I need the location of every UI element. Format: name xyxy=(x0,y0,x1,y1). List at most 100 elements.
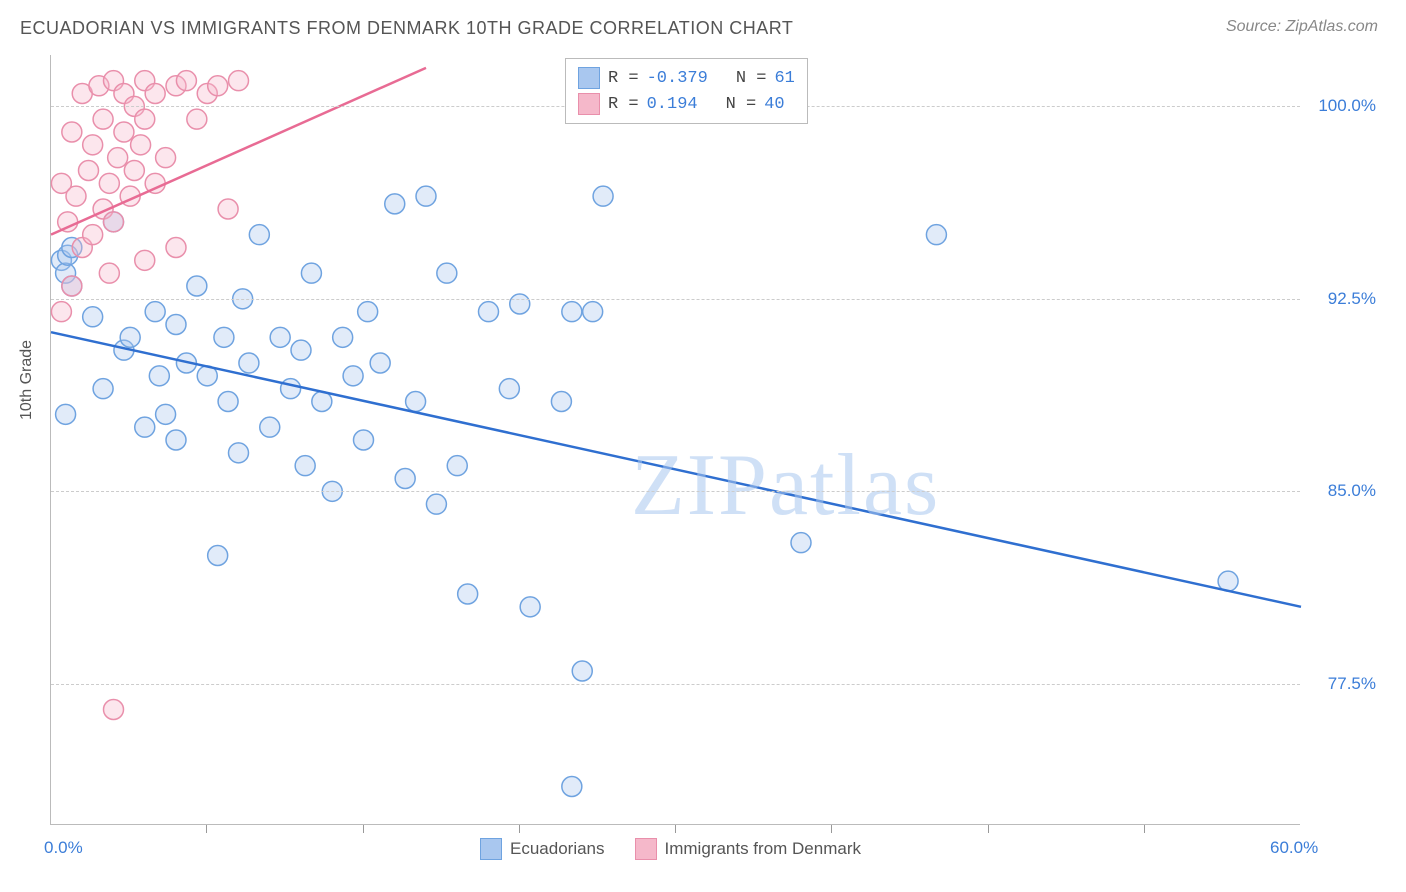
data-point xyxy=(135,109,155,129)
stats-legend: R = -0.379 N = 61 R = 0.194 N = 40 xyxy=(565,58,808,124)
data-point xyxy=(208,76,228,96)
n-label: N = xyxy=(736,69,767,88)
data-point xyxy=(218,199,238,219)
chart-title: ECUADORIAN VS IMMIGRANTS FROM DENMARK 10… xyxy=(20,18,793,39)
x-tick-mark xyxy=(831,825,832,833)
data-point xyxy=(79,161,99,181)
data-point xyxy=(83,307,103,327)
data-point xyxy=(447,456,467,476)
data-point xyxy=(108,148,128,168)
data-point xyxy=(358,302,378,322)
data-point xyxy=(572,661,592,681)
n-value: 40 xyxy=(764,95,784,114)
data-point xyxy=(56,404,76,424)
data-point xyxy=(239,353,259,373)
data-point xyxy=(270,327,290,347)
data-point xyxy=(354,430,374,450)
data-point xyxy=(562,777,582,797)
gridline xyxy=(51,684,1300,685)
data-point xyxy=(295,456,315,476)
data-point xyxy=(791,533,811,553)
legend-item: Ecuadorians xyxy=(480,838,605,860)
stats-legend-row: R = 0.194 N = 40 xyxy=(578,91,795,117)
data-point xyxy=(83,135,103,155)
data-point xyxy=(426,494,446,514)
data-point xyxy=(281,379,301,399)
data-point xyxy=(99,173,119,193)
data-point xyxy=(166,430,186,450)
r-label: R = xyxy=(608,95,639,114)
data-point xyxy=(99,263,119,283)
data-point xyxy=(583,302,603,322)
data-point xyxy=(104,212,124,232)
legend-swatch xyxy=(578,93,600,115)
data-point xyxy=(370,353,390,373)
data-point xyxy=(562,302,582,322)
series-legend: Ecuadorians Immigrants from Denmark xyxy=(480,838,861,860)
data-point xyxy=(124,161,144,181)
data-point xyxy=(166,315,186,335)
data-point xyxy=(114,122,134,142)
data-point xyxy=(385,194,405,214)
data-point xyxy=(437,263,457,283)
legend-swatch xyxy=(578,67,600,89)
legend-label: Ecuadorians xyxy=(510,839,605,859)
y-axis-label: 10th Grade xyxy=(18,340,36,420)
r-value: -0.379 xyxy=(647,69,708,88)
data-point xyxy=(93,379,113,399)
data-point xyxy=(104,700,124,720)
data-point xyxy=(156,148,176,168)
x-tick-mark xyxy=(675,825,676,833)
gridline xyxy=(51,491,1300,492)
x-tick-label-lo: 0.0% xyxy=(44,838,83,858)
data-point xyxy=(83,225,103,245)
data-point xyxy=(66,186,86,206)
data-point xyxy=(520,597,540,617)
data-point xyxy=(249,225,269,245)
data-point xyxy=(187,276,207,296)
x-tick-mark xyxy=(519,825,520,833)
data-point xyxy=(145,84,165,104)
data-point xyxy=(395,469,415,489)
y-tick-label: 92.5% xyxy=(1328,289,1376,309)
data-point xyxy=(58,212,78,232)
legend-item: Immigrants from Denmark xyxy=(635,838,861,860)
legend-label: Immigrants from Denmark xyxy=(665,839,861,859)
data-point xyxy=(166,238,186,258)
source-attribution: Source: ZipAtlas.com xyxy=(1226,18,1378,36)
data-point xyxy=(406,392,426,412)
trend-line xyxy=(51,332,1301,607)
data-point xyxy=(135,250,155,270)
n-value: 61 xyxy=(774,69,794,88)
y-tick-label: 77.5% xyxy=(1328,674,1376,694)
r-value: 0.194 xyxy=(647,95,698,114)
data-point xyxy=(458,584,478,604)
data-point xyxy=(62,276,82,296)
data-point xyxy=(149,366,169,386)
x-tick-mark xyxy=(988,825,989,833)
data-point xyxy=(260,417,280,437)
data-point xyxy=(510,294,530,314)
data-point xyxy=(229,71,249,91)
scatter-svg xyxy=(51,55,1300,824)
data-point xyxy=(333,327,353,347)
data-point xyxy=(218,392,238,412)
data-point xyxy=(291,340,311,360)
data-point xyxy=(343,366,363,386)
data-point xyxy=(145,302,165,322)
data-point xyxy=(51,302,71,322)
x-tick-mark xyxy=(363,825,364,833)
x-tick-label-hi: 60.0% xyxy=(1270,838,1318,858)
data-point xyxy=(593,186,613,206)
legend-swatch xyxy=(480,838,502,860)
data-point xyxy=(187,109,207,129)
data-point xyxy=(131,135,151,155)
data-point xyxy=(176,71,196,91)
data-point xyxy=(156,404,176,424)
data-point xyxy=(208,546,228,566)
data-point xyxy=(120,327,140,347)
stats-legend-row: R = -0.379 N = 61 xyxy=(578,65,795,91)
n-label: N = xyxy=(726,95,757,114)
r-label: R = xyxy=(608,69,639,88)
data-point xyxy=(926,225,946,245)
